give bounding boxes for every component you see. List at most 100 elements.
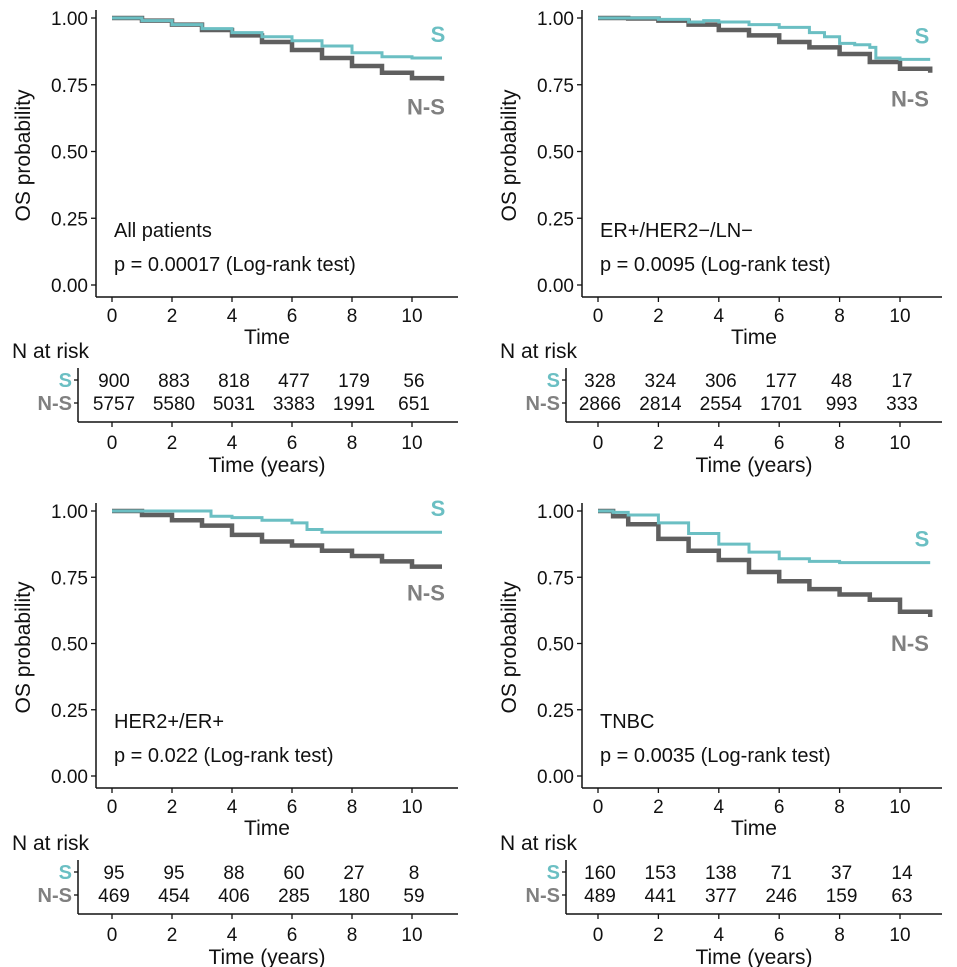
risk-x-tick-label: 2 bbox=[653, 925, 664, 946]
risk-x-tick-label: 10 bbox=[889, 433, 910, 454]
y-axis-title: OS probability bbox=[498, 89, 521, 221]
y-tick-label: 0.50 bbox=[51, 143, 88, 164]
y-tick-label: 1.00 bbox=[537, 502, 574, 523]
risk-x-tick-label: 6 bbox=[287, 925, 298, 946]
x-tick-label: 0 bbox=[107, 306, 118, 327]
x-tick-label: 2 bbox=[167, 306, 178, 327]
risk-count-n-s: 489 bbox=[584, 886, 616, 907]
panel-title: All patients bbox=[114, 220, 212, 242]
risk-x-tick-label: 0 bbox=[593, 925, 604, 946]
risk-x-tick-label: 8 bbox=[347, 433, 358, 454]
risk-group-label-s: S bbox=[59, 862, 72, 884]
y-tick-label: 0.75 bbox=[537, 76, 574, 97]
risk-count-s: 17 bbox=[891, 371, 912, 392]
y-axis-title: OS probability bbox=[12, 581, 35, 713]
x-tick-label: 8 bbox=[834, 797, 845, 818]
x-axis-title: Time bbox=[731, 326, 777, 349]
km-panel-2: 0.00 0.25 0.50 0.75 1.00 0 2 4 6 8 10 OS probabilit… bbox=[498, 9, 942, 477]
risk-count-n-s: 159 bbox=[826, 886, 858, 907]
risk-table-title: N at risk bbox=[500, 832, 578, 855]
risk-count-n-s: 2866 bbox=[579, 394, 621, 415]
p-value-label: p = 0.00017 (Log-rank test) bbox=[114, 254, 356, 276]
p-value-label: p = 0.022 (Log-rank test) bbox=[114, 745, 334, 767]
risk-x-tick-label: 4 bbox=[227, 925, 238, 946]
x-tick-label: 8 bbox=[834, 306, 845, 327]
y-tick-label: 0.00 bbox=[51, 767, 88, 788]
y-axis-title: OS probability bbox=[498, 581, 521, 713]
risk-count-s: 324 bbox=[645, 371, 677, 392]
risk-group-label-n-s: N-S bbox=[526, 885, 560, 907]
x-tick-label: 10 bbox=[401, 797, 422, 818]
x-axis-title: Time bbox=[244, 326, 290, 349]
series-line-n-s bbox=[598, 15, 933, 73]
series-line-n-s bbox=[112, 508, 442, 569]
y-tick-label: 1.00 bbox=[51, 502, 88, 523]
x-tick-label: 10 bbox=[401, 306, 422, 327]
risk-x-axis-title: Time (years) bbox=[208, 454, 325, 477]
y-tick-label: 0.25 bbox=[537, 701, 574, 722]
risk-count-n-s: 59 bbox=[403, 886, 424, 907]
y-tick-label: 0.75 bbox=[51, 76, 88, 97]
risk-x-tick-label: 10 bbox=[401, 925, 422, 946]
risk-count-s: 818 bbox=[218, 371, 250, 392]
x-tick-label: 8 bbox=[347, 797, 358, 818]
risk-x-tick-label: 0 bbox=[107, 925, 118, 946]
x-axis-title: Time bbox=[731, 817, 777, 840]
x-tick-label: 0 bbox=[593, 797, 604, 818]
y-tick-label: 0.25 bbox=[537, 209, 574, 230]
risk-count-n-s: 246 bbox=[765, 886, 797, 907]
risk-table-title: N at risk bbox=[500, 340, 578, 363]
risk-group-label-s: S bbox=[547, 370, 560, 392]
risk-count-n-s: 2814 bbox=[639, 394, 682, 415]
y-tick-label: 0.00 bbox=[51, 276, 88, 297]
risk-count-s: 8 bbox=[409, 863, 420, 884]
y-tick-label: 0.75 bbox=[51, 568, 88, 589]
risk-count-n-s: 2554 bbox=[700, 394, 743, 415]
x-tick-label: 8 bbox=[347, 306, 358, 327]
series-line-s bbox=[598, 509, 931, 565]
risk-group-label-n-s: N-S bbox=[38, 393, 72, 415]
x-tick-label: 6 bbox=[774, 306, 785, 327]
risk-group-label-s: S bbox=[59, 370, 72, 392]
curve-label-s: S bbox=[431, 496, 446, 521]
risk-count-s: 160 bbox=[584, 863, 616, 884]
risk-count-s: 37 bbox=[831, 863, 852, 884]
risk-x-tick-label: 2 bbox=[167, 925, 178, 946]
y-tick-label: 1.00 bbox=[51, 9, 88, 30]
risk-table-title: N at risk bbox=[12, 832, 90, 855]
risk-x-tick-label: 10 bbox=[401, 433, 422, 454]
y-tick-label: 0.00 bbox=[537, 276, 574, 297]
risk-count-s: 95 bbox=[103, 863, 124, 884]
risk-x-tick-label: 6 bbox=[774, 433, 785, 454]
series-line-n-s bbox=[598, 508, 933, 617]
risk-count-n-s: 441 bbox=[645, 886, 677, 907]
risk-count-s: 177 bbox=[765, 371, 797, 392]
curve-label-n-s: N-S bbox=[407, 95, 445, 120]
y-tick-label: 0.50 bbox=[537, 143, 574, 164]
risk-count-n-s: 1991 bbox=[333, 394, 375, 415]
panel-title: HER2+/ER+ bbox=[114, 711, 224, 733]
y-tick-label: 0.75 bbox=[537, 568, 574, 589]
y-tick-label: 0.50 bbox=[51, 635, 88, 656]
risk-count-s: 95 bbox=[163, 863, 184, 884]
risk-count-s: 306 bbox=[705, 371, 737, 392]
y-tick-label: 0.25 bbox=[51, 209, 88, 230]
curve-label-s: S bbox=[915, 23, 930, 48]
risk-x-tick-label: 0 bbox=[593, 433, 604, 454]
panel-title: TNBC bbox=[600, 711, 654, 733]
x-tick-label: 0 bbox=[107, 797, 118, 818]
p-value-label: p = 0.0095 (Log-rank test) bbox=[600, 254, 831, 276]
risk-count-s: 88 bbox=[223, 863, 244, 884]
risk-count-n-s: 5757 bbox=[93, 394, 135, 415]
risk-x-tick-label: 6 bbox=[774, 925, 785, 946]
risk-x-axis-title: Time (years) bbox=[695, 946, 812, 967]
x-axis-title: Time bbox=[244, 817, 290, 840]
risk-count-n-s: 5580 bbox=[153, 394, 195, 415]
y-tick-label: 0.50 bbox=[537, 635, 574, 656]
risk-x-tick-label: 2 bbox=[653, 433, 664, 454]
risk-x-axis-title: Time (years) bbox=[695, 454, 812, 477]
x-tick-label: 2 bbox=[653, 797, 664, 818]
risk-x-axis-title: Time (years) bbox=[208, 946, 325, 967]
km-panel-1: 0.00 0.25 0.50 0.75 1.00 0 2 4 6 8 10 OS probabilit… bbox=[12, 9, 458, 477]
